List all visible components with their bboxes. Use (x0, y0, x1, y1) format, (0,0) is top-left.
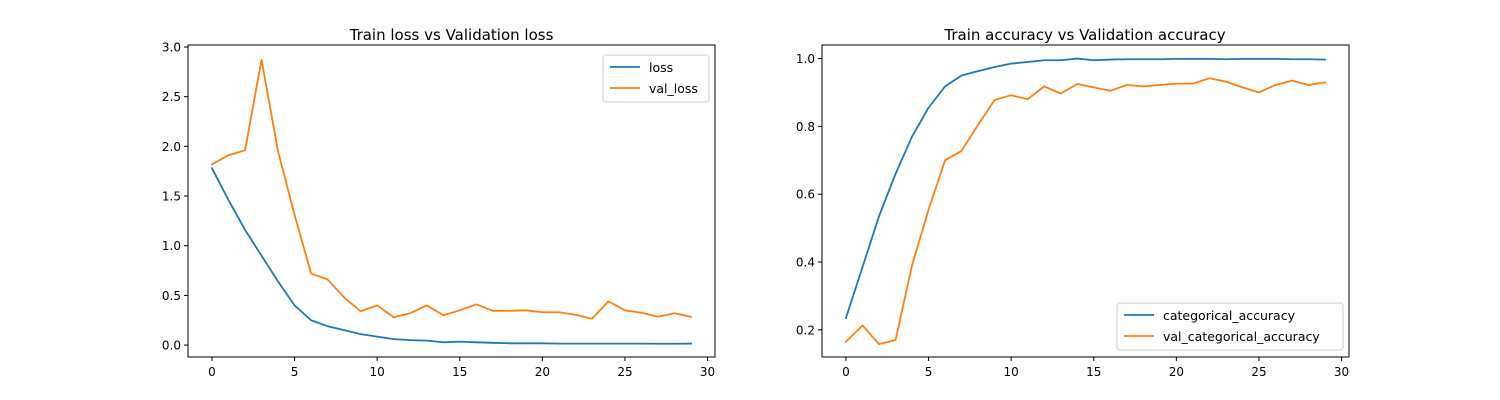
accuracy-legend-box (1116, 302, 1344, 351)
accuracy-series-line-categorical-accuracy (844, 57, 1326, 320)
loss-y-tick-label: 2.0 (162, 140, 181, 154)
loss-x-tick-label: 0 (208, 365, 216, 379)
loss-series-line-loss (210, 166, 692, 345)
loss-chart-legend: loss val_loss (602, 54, 710, 103)
loss-legend-label-val-loss: val_loss (649, 81, 698, 96)
accuracy-chart-ticks: 0 5 10 15 20 25 30 0.2 0.4 0.6 0.8 1.0 (796, 52, 1349, 379)
accuracy-x-tick-label: 0 (842, 365, 850, 379)
loss-x-tick-label: 15 (452, 365, 467, 379)
loss-x-tick-label: 10 (370, 365, 385, 379)
loss-x-tick-label: 20 (535, 365, 550, 379)
accuracy-x-tick-label: 5 (925, 365, 933, 379)
accuracy-series-line-val-categorical-accuracy (844, 77, 1327, 346)
loss-x-tick-label: 30 (700, 365, 715, 379)
accuracy-x-tick-label: 25 (1251, 365, 1266, 379)
loss-legend-label-loss: loss (649, 60, 673, 75)
accuracy-y-tick-label: 0.8 (796, 120, 815, 134)
accuracy-legend-label-val: val_categorical_accuracy (1163, 329, 1320, 344)
loss-y-tick-label: 1.0 (162, 239, 181, 253)
accuracy-legend-label-train: categorical_accuracy (1163, 308, 1296, 323)
accuracy-x-tick-label: 15 (1086, 365, 1101, 379)
accuracy-x-tick-label: 30 (1334, 365, 1349, 379)
accuracy-y-tick-label: 0.2 (796, 323, 815, 337)
accuracy-chart: Train accuracy vs Validation accuracy 0 5… (796, 26, 1350, 379)
accuracy-chart-legend: categorical_accuracy val_categorical_acc… (1116, 302, 1344, 351)
accuracy-x-tick-label: 20 (1169, 365, 1184, 379)
accuracy-y-tick-label: 0.6 (796, 188, 815, 202)
loss-x-tick-label: 5 (291, 365, 299, 379)
accuracy-y-tick-label: 0.4 (796, 256, 815, 270)
accuracy-chart-frame (821, 44, 1350, 358)
loss-chart-ticks: 0 5 10 15 20 25 30 0.0 0.5 1.0 1.5 2.0 2.5 3.0 (162, 40, 715, 379)
accuracy-x-tick-label: 10 (1004, 365, 1019, 379)
loss-series-line-val-loss (210, 59, 693, 320)
loss-chart-lines (210, 59, 693, 345)
loss-chart: Train loss vs Validation loss 0 5 10 15 20 25… (162, 26, 716, 379)
loss-y-tick-label: 0.5 (162, 289, 181, 303)
loss-x-tick-label: 25 (617, 365, 632, 379)
loss-chart-frame (187, 44, 716, 358)
loss-y-tick-label: 0.0 (162, 339, 181, 353)
loss-y-tick-label: 1.5 (162, 190, 181, 204)
loss-y-tick-label: 3.0 (162, 40, 181, 54)
loss-chart-title: Train loss vs Validation loss (349, 26, 554, 44)
accuracy-y-tick-label: 1.0 (796, 52, 815, 66)
accuracy-chart-lines (844, 57, 1327, 346)
loss-y-tick-label: 2.5 (162, 90, 181, 104)
accuracy-chart-title: Train accuracy vs Validation accuracy (943, 26, 1225, 44)
